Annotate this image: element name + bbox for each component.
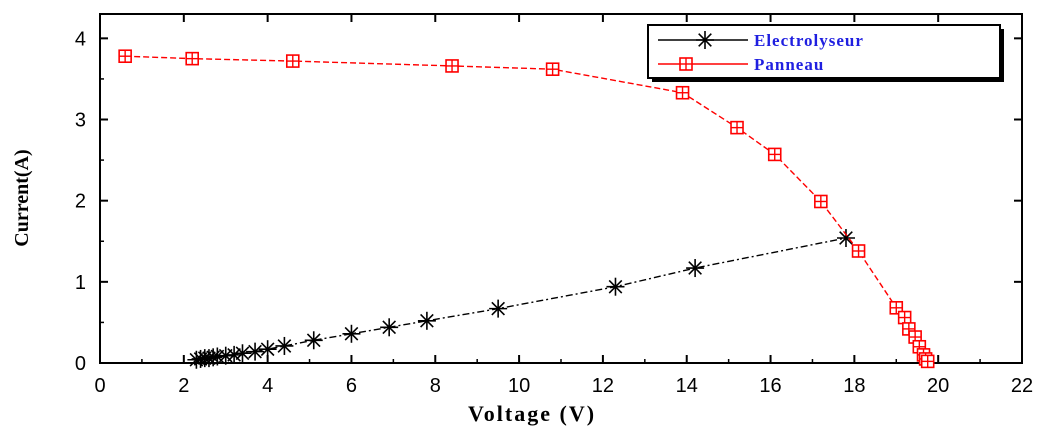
legend-label: Electrolyseur [754,31,864,50]
data-point [920,354,935,369]
data-point [285,54,300,68]
data-point [686,259,705,278]
asterisk-stroke [688,261,702,275]
x-axis-title: Voltage (V) [468,401,596,426]
y-tick-label: 1 [75,272,86,294]
y-tick-label: 3 [75,110,86,132]
legend-marker [679,57,693,71]
x-tick-label: 18 [843,375,865,397]
data-point [606,277,625,296]
data-point [767,147,782,162]
asterisk-stroke [608,279,623,294]
series-group [118,49,935,369]
asterisk-stroke [248,344,262,359]
data-point [304,331,323,350]
y-tick-label: 0 [75,353,86,375]
data-point [233,344,252,363]
asterisk-stroke [420,313,434,328]
y-tick-label: 2 [75,191,86,213]
asterisk-stroke [260,342,275,357]
series-electrolyseur [187,229,855,369]
data-point [675,85,690,100]
asterisk-stroke [382,320,397,335]
data-point [730,120,744,135]
x-tick-label: 10 [508,375,530,397]
data-point [208,347,227,366]
asterisk-stroke [698,33,712,47]
data-point [185,51,199,66]
x-tick-label: 8 [430,375,441,397]
asterisk-stroke [491,301,506,316]
x-tick-label: 16 [759,375,781,397]
x-tick-label: 12 [592,375,614,397]
y-tick-label: 4 [75,28,86,50]
data-point [342,324,361,343]
data-point [851,244,866,258]
y-axis-title: Current(A) [11,149,33,246]
legend: Electrolyseur Panneau [647,24,1004,82]
x-tick-label: 20 [927,375,949,397]
asterisk-stroke [306,333,321,348]
asterisk-stroke [227,348,241,362]
x-tick-label: 4 [262,375,273,397]
data-point [445,59,459,73]
data-point [118,49,132,64]
legend-marker [696,31,714,49]
legend-box [647,24,1001,79]
asterisk-stroke [235,346,250,361]
legend-item-panneau: Panneau [658,55,824,74]
asterisk-stroke [277,339,292,353]
x-tick-label: 0 [94,375,105,397]
data-point [191,349,210,368]
legend-item-electrolyseur: Electrolyseur [658,31,864,50]
series-line [125,55,929,362]
data-point [380,318,399,337]
data-point [246,342,265,361]
legend-label: Panneau [754,55,824,74]
data-point [897,310,912,325]
x-tick-label: 6 [346,375,357,397]
data-point [836,229,855,248]
data-point [814,194,828,209]
x-tick-label: 2 [178,375,189,397]
data-point [275,336,294,355]
data-point [417,311,436,330]
x-tick-label: 14 [676,375,698,397]
data-point [204,348,223,367]
data-point [489,299,508,318]
series-line [196,237,847,361]
asterisk-stroke [344,326,359,341]
x-tick-label: 22 [1011,375,1033,397]
asterisk-stroke [839,231,853,245]
series-panneau [118,49,935,369]
data-point [545,62,560,76]
